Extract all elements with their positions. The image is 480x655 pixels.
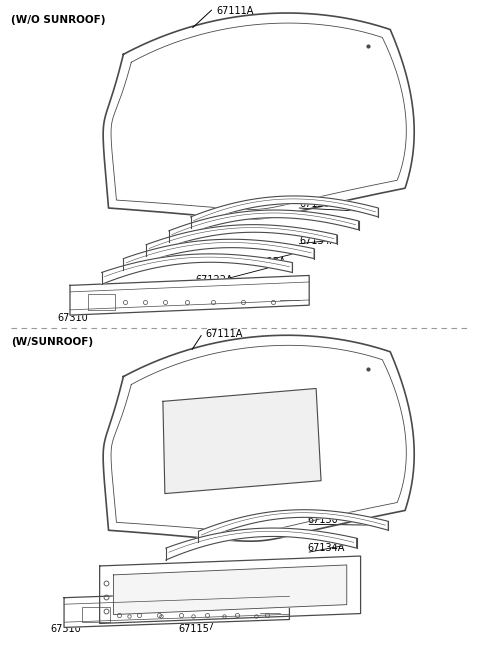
- Polygon shape: [163, 388, 321, 494]
- Text: 67111A: 67111A: [192, 329, 243, 350]
- Text: 67111A: 67111A: [192, 6, 254, 28]
- Polygon shape: [70, 276, 309, 315]
- Text: 67115: 67115: [179, 624, 210, 635]
- Text: (W/SUNROOF): (W/SUNROOF): [11, 337, 93, 347]
- Polygon shape: [166, 528, 357, 560]
- Text: (W/O SUNROOF): (W/O SUNROOF): [11, 14, 105, 25]
- Polygon shape: [100, 556, 360, 624]
- Polygon shape: [199, 510, 388, 542]
- Polygon shape: [102, 254, 292, 284]
- Text: 67122A: 67122A: [195, 276, 233, 286]
- Text: 67310: 67310: [57, 313, 88, 323]
- Text: 67134A: 67134A: [300, 236, 336, 246]
- Polygon shape: [169, 210, 359, 242]
- Polygon shape: [146, 225, 337, 255]
- Text: 67130: 67130: [307, 515, 338, 525]
- Bar: [88, 294, 116, 310]
- Polygon shape: [191, 196, 378, 228]
- Text: 67132A: 67132A: [248, 257, 286, 267]
- Text: 67310: 67310: [50, 624, 81, 635]
- Polygon shape: [103, 335, 414, 541]
- Polygon shape: [64, 590, 289, 627]
- Polygon shape: [123, 239, 314, 271]
- Text: 67130: 67130: [300, 199, 330, 209]
- Polygon shape: [113, 565, 347, 614]
- Text: 67134A: 67134A: [307, 543, 345, 553]
- Polygon shape: [103, 13, 414, 219]
- Bar: [82, 607, 109, 622]
